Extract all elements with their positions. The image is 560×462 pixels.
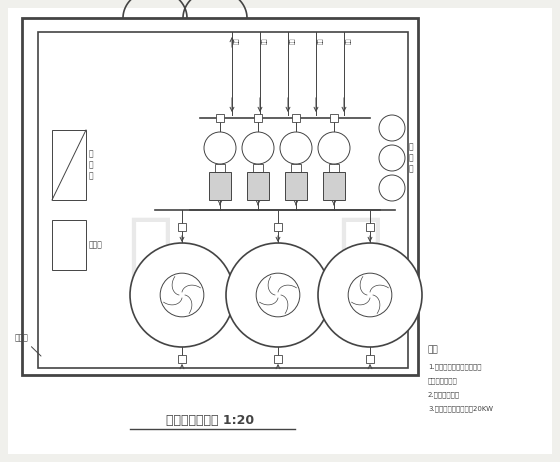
Text: 机房平面布置图 1:20: 机房平面布置图 1:20 — [166, 413, 254, 426]
Text: 排水: 排水 — [346, 37, 352, 43]
Text: 網: 網 — [337, 213, 383, 287]
Bar — [247, 172, 269, 200]
Circle shape — [280, 132, 312, 164]
Text: 龙: 龙 — [241, 260, 279, 320]
Bar — [52, 130, 86, 200]
Bar — [285, 172, 307, 200]
Circle shape — [379, 175, 405, 201]
Circle shape — [204, 132, 236, 164]
Bar — [178, 355, 186, 363]
Circle shape — [379, 145, 405, 171]
Text: 池身给水管一致: 池身给水管一致 — [428, 377, 458, 383]
Circle shape — [379, 115, 405, 141]
Bar — [254, 114, 262, 122]
Circle shape — [130, 243, 234, 347]
Bar — [215, 164, 225, 172]
Text: 3.考虑足够电源设备的20KW: 3.考虑足够电源设备的20KW — [428, 405, 493, 412]
Bar — [329, 164, 339, 172]
Bar — [52, 220, 86, 270]
Text: 进水: 进水 — [290, 37, 296, 43]
Bar — [22, 18, 418, 375]
Text: 投
药
器: 投 药 器 — [409, 142, 414, 174]
Bar — [323, 172, 345, 200]
Text: 集水井: 集水井 — [15, 333, 41, 356]
Text: ZHULONG.COM: ZHULONG.COM — [220, 301, 340, 319]
Bar — [274, 223, 282, 231]
Text: 排水: 排水 — [234, 37, 240, 43]
Bar — [274, 355, 282, 363]
Bar — [216, 114, 224, 122]
Bar — [209, 172, 231, 200]
Bar — [292, 114, 300, 122]
Bar — [38, 32, 408, 368]
Bar — [253, 164, 263, 172]
Text: 1.机房给水管预留孔高度与: 1.机房给水管预留孔高度与 — [428, 363, 482, 370]
Bar — [366, 355, 374, 363]
Text: 补水箱: 补水箱 — [89, 241, 103, 249]
Circle shape — [226, 243, 330, 347]
Bar — [291, 164, 301, 172]
Text: 筑: 筑 — [127, 213, 173, 287]
Text: 注：: 注： — [428, 345, 438, 354]
Circle shape — [242, 132, 274, 164]
Bar — [366, 223, 374, 231]
Bar — [178, 223, 186, 231]
Text: 2.考虑机房通风: 2.考虑机房通风 — [428, 391, 460, 398]
Circle shape — [318, 132, 350, 164]
Text: 回水: 回水 — [318, 37, 324, 43]
Circle shape — [318, 243, 422, 347]
Bar — [330, 114, 338, 122]
Text: 控
制
柜: 控 制 柜 — [89, 149, 94, 181]
Text: 排水: 排水 — [262, 37, 268, 43]
